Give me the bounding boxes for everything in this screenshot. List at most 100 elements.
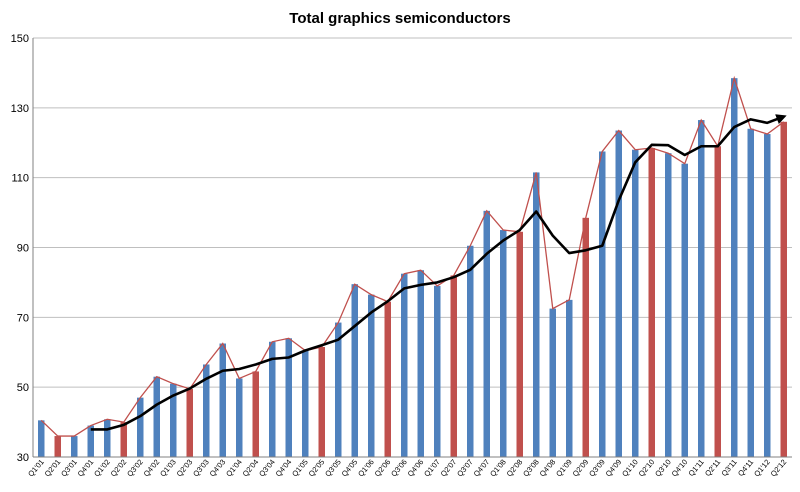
x-tick-label: Q1'04 <box>224 458 244 479</box>
bar <box>302 350 309 457</box>
x-tick-label: Q4'03 <box>208 458 228 479</box>
x-tick-label: Q1'06 <box>356 458 376 479</box>
bar <box>500 230 507 457</box>
chart-title: Total graphics semiconductors <box>289 10 510 27</box>
bar <box>38 420 45 457</box>
bar <box>665 153 672 457</box>
x-tick-label: Q1'09 <box>554 458 574 479</box>
bar <box>186 388 193 457</box>
bar <box>533 172 540 457</box>
bar <box>516 231 523 457</box>
x-tick-label: Q3'10 <box>653 458 673 479</box>
x-tick-label: Q3'11 <box>720 458 739 479</box>
x-tick-label: Q4'09 <box>604 458 624 479</box>
x-tick-label: Q3'05 <box>323 458 343 479</box>
x-tick-label: Q2'11 <box>703 458 722 479</box>
bar <box>368 294 375 457</box>
bar <box>632 149 639 457</box>
x-tick-label: Q4'07 <box>472 458 492 479</box>
x-tick-label: Q1'01 <box>26 458 46 479</box>
bar <box>714 146 721 457</box>
y-tick-label: 130 <box>11 103 29 115</box>
bar <box>71 436 78 457</box>
bar <box>401 273 408 457</box>
bar <box>747 128 754 458</box>
y-tick-label: 30 <box>17 452 29 464</box>
trend-line <box>90 114 787 431</box>
bar <box>599 151 606 457</box>
bar <box>483 210 490 457</box>
bar <box>615 130 622 457</box>
x-tick-label: Q1'08 <box>488 458 508 479</box>
bar <box>318 347 325 457</box>
bar <box>780 121 787 458</box>
bar <box>219 343 226 457</box>
bar-top-line <box>40 75 785 437</box>
x-tick-label: Q2'03 <box>175 458 195 479</box>
bar <box>351 284 358 457</box>
x-axis-ticks: Q1'01Q2'01Q3'01Q4'01Q1'02Q2'02Q3'02Q4'02… <box>26 458 788 479</box>
bar-series <box>38 78 787 458</box>
x-tick-label: Q3'04 <box>257 458 277 479</box>
bar <box>236 378 243 457</box>
bar <box>104 419 111 457</box>
bar <box>698 120 705 457</box>
x-tick-label: Q2'02 <box>109 458 129 479</box>
bar <box>384 301 391 457</box>
bar <box>137 397 144 457</box>
x-tick-label: Q3'07 <box>455 458 475 479</box>
bar <box>87 425 94 457</box>
bar <box>170 383 177 457</box>
x-tick-label: Q3'06 <box>389 458 409 479</box>
bar <box>203 364 210 457</box>
x-tick-label: Q2'09 <box>571 458 591 479</box>
x-tick-label: Q3'09 <box>587 458 607 479</box>
bar <box>731 78 738 457</box>
bar <box>153 376 160 457</box>
bar <box>764 134 771 458</box>
bar <box>467 245 474 457</box>
x-tick-label: Q4'02 <box>142 458 162 479</box>
bar <box>335 322 342 457</box>
x-tick-label: Q1'02 <box>92 458 112 479</box>
x-tick-label: Q3'03 <box>191 458 211 479</box>
x-tick-label: Q1'03 <box>158 458 178 479</box>
x-tick-label: Q1'11 <box>687 458 706 479</box>
y-tick-label: 110 <box>11 173 29 185</box>
x-tick-label: Q2'04 <box>241 458 261 479</box>
x-tick-label: Q2'07 <box>439 458 459 479</box>
x-tick-label: Q2'05 <box>307 458 327 479</box>
x-tick-label: Q1'12 <box>752 458 772 479</box>
x-tick-label: Q1'05 <box>290 458 310 479</box>
y-tick-label: 90 <box>17 243 29 255</box>
bar <box>450 275 457 457</box>
y-tick-label: 50 <box>17 382 29 394</box>
bar <box>434 285 441 457</box>
x-tick-label: Q2'01 <box>43 458 63 479</box>
x-tick-label: Q3'01 <box>59 458 79 479</box>
x-tick-label: Q3'02 <box>125 458 145 479</box>
bar <box>417 270 424 457</box>
bar <box>582 217 589 457</box>
x-tick-label: Q4'05 <box>340 458 360 479</box>
bar <box>681 163 688 457</box>
bar <box>648 147 655 458</box>
x-tick-label: Q4'08 <box>538 458 558 479</box>
gridlines <box>33 37 792 458</box>
bar <box>120 422 127 457</box>
x-tick-label: Q2'10 <box>637 458 657 479</box>
x-tick-label: Q2'12 <box>769 458 789 479</box>
x-tick-label: Q4'04 <box>274 458 294 479</box>
x-tick-label: Q2'08 <box>505 458 525 479</box>
bar <box>269 341 276 457</box>
x-tick-label: Q2'06 <box>373 458 393 479</box>
bar <box>285 338 292 457</box>
line-series <box>40 75 787 437</box>
x-tick-label: Q4'06 <box>406 458 426 479</box>
x-tick-label: Q4'10 <box>670 458 690 479</box>
x-tick-label: Q1'10 <box>620 458 640 479</box>
x-tick-label: Q3'08 <box>521 458 541 479</box>
bar <box>549 308 556 457</box>
x-tick-label: Q4'11 <box>736 458 755 479</box>
